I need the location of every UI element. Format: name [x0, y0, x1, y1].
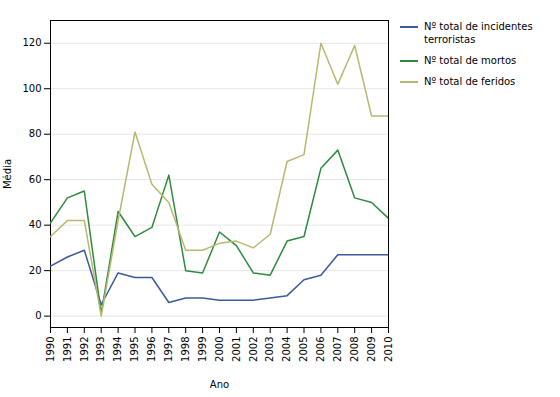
svg-text:2009: 2009 [366, 337, 377, 362]
svg-text:Ano: Ano [210, 379, 229, 390]
svg-text:20: 20 [29, 265, 42, 276]
svg-text:0: 0 [35, 310, 41, 321]
svg-text:2005: 2005 [298, 337, 309, 362]
svg-text:1996: 1996 [146, 337, 157, 362]
svg-text:2010: 2010 [383, 337, 394, 362]
svg-text:40: 40 [29, 219, 42, 230]
svg-text:2007: 2007 [332, 337, 343, 362]
svg-text:2001: 2001 [231, 337, 242, 362]
svg-text:2004: 2004 [281, 337, 292, 362]
svg-text:2000: 2000 [214, 337, 225, 362]
svg-text:1995: 1995 [129, 337, 140, 362]
svg-text:1991: 1991 [62, 337, 73, 362]
html-text:Nº total de incidentes terrori: Nº total de incidentes terroristas [424, 21, 533, 45]
svg-text:80: 80 [29, 128, 42, 139]
svg-text:2008: 2008 [349, 337, 360, 362]
svg-text:120: 120 [22, 37, 41, 48]
svg-text:1999: 1999 [197, 337, 208, 362]
svg-text:2006: 2006 [315, 337, 326, 362]
svg-text:2003: 2003 [264, 337, 275, 362]
svg-text:1993: 1993 [95, 337, 106, 362]
svg-text:1994: 1994 [112, 337, 123, 362]
html-text:Nº total de feridos: Nº total de feridos [424, 76, 516, 87]
svg-text:60: 60 [29, 174, 42, 185]
svg-text:1992: 1992 [79, 337, 90, 362]
svg-text:1998: 1998 [180, 337, 191, 362]
svg-text:Média: Média [2, 159, 13, 189]
html-text:Nº total de mortos: Nº total de mortos [424, 55, 517, 66]
svg-text:2002: 2002 [248, 337, 259, 362]
svg-text:1990: 1990 [45, 337, 56, 362]
svg-text:1997: 1997 [163, 337, 174, 362]
svg-text:100: 100 [22, 83, 41, 94]
